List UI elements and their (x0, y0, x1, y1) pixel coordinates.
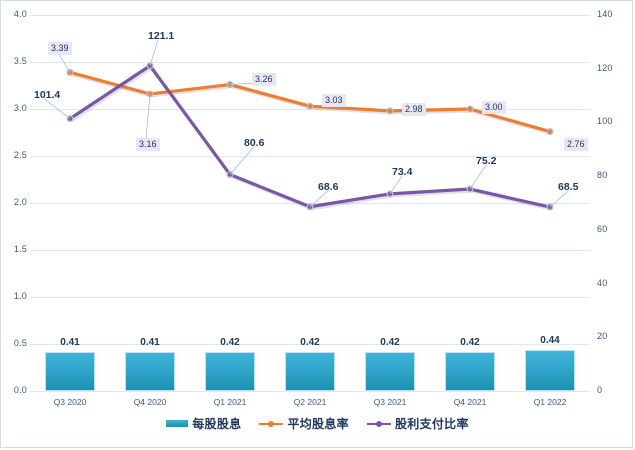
bar[interactable] (445, 351, 495, 391)
gridline (30, 15, 590, 16)
right-axis-tick: 140 (597, 9, 613, 19)
right-axis-tick: 0 (597, 385, 603, 395)
gridline (30, 62, 590, 63)
data-point-marker[interactable] (66, 68, 74, 76)
label-leader-line (549, 190, 569, 208)
gridline (30, 344, 590, 345)
series-value-label: 101.4 (34, 88, 61, 101)
bar[interactable] (205, 351, 255, 391)
legend-label: 每股股息 (192, 417, 242, 431)
chart-legend: 每股股息 平均股息率 股利支付比率 (1, 415, 634, 432)
gridline (30, 391, 590, 392)
series-value-label: 2.76 (564, 137, 588, 151)
left-axis-tick: 4.0 (13, 9, 27, 19)
right-axis-tick: 80 (597, 170, 608, 181)
left-axis-tick: 0.0 (13, 385, 27, 395)
label-leader-line (145, 93, 151, 139)
series-value-label: 3.03 (322, 94, 346, 108)
left-axis-tick: 2.0 (13, 197, 27, 207)
gridline (30, 156, 590, 157)
right-axis-tick: 60 (597, 223, 608, 234)
legend-bar-swatch-icon (166, 420, 189, 427)
left-axis-tick: 2.5 (13, 150, 27, 160)
series-value-label: 3.26 (252, 72, 276, 86)
legend-label: 平均股息率 (287, 417, 349, 431)
series-value-label: 3.39 (48, 42, 72, 56)
series-value-label: 2.98 (402, 102, 426, 116)
series-value-label: 75.2 (476, 155, 497, 168)
left-axis-tick: 1.5 (13, 244, 27, 254)
label-leader-line (57, 52, 71, 73)
right-axis-tick: 120 (597, 62, 613, 73)
bar-value-label: 0.42 (380, 336, 400, 348)
data-point-marker[interactable] (146, 62, 154, 70)
right-axis-tick: 40 (597, 277, 608, 288)
left-axis: 0.0 0.5 1.0 1.5 2.0 2.5 3.0 3.5 4.0 (1, 9, 27, 395)
bar-value-label: 0.41 (60, 337, 80, 349)
series-value-label: 68.5 (558, 181, 579, 194)
legend-label: 股利支付比率 (394, 417, 469, 431)
bar-value-label: 0.41 (140, 337, 160, 349)
series-value-label: 68.6 (318, 180, 339, 193)
category-axis-label: Q4 2021 (453, 397, 487, 407)
label-leader-line (309, 190, 329, 208)
series-value-label: 3.16 (136, 137, 160, 151)
gridline (30, 250, 590, 251)
data-point-marker[interactable] (546, 128, 554, 136)
left-axis-tick: 1.0 (13, 291, 27, 301)
right-axis: 0 20 40 60 80 100 120 140 (597, 9, 631, 395)
category-axis-label: Q2 2021 (293, 397, 327, 407)
left-axis-tick: 3.0 (13, 103, 27, 113)
bar-value-label: 0.44 (540, 334, 560, 346)
data-point-marker[interactable] (466, 105, 474, 113)
gridline (30, 297, 590, 298)
bar[interactable] (45, 352, 95, 391)
label-leader-line (229, 146, 255, 175)
bar-value-label: 0.42 (300, 336, 320, 348)
bar[interactable] (125, 352, 175, 391)
legend-item[interactable]: 平均股息率 (259, 415, 349, 432)
plot-area: 0.41 0.41 0.42 0.42 0.42 0.42 0.44 3.39 3.16 3.2… (30, 15, 590, 392)
category-axis-label: Q4 2020 (133, 397, 167, 407)
category-axis-label: Q1 2021 (213, 397, 247, 407)
label-leader-line (43, 98, 71, 120)
label-leader-line (149, 39, 159, 66)
line-series-layer (43, 39, 569, 211)
category-axis-label: Q1 2022 (533, 397, 567, 407)
bar[interactable] (525, 349, 575, 391)
label-leader-line (389, 175, 403, 195)
right-axis-tick: 100 (597, 116, 613, 127)
bar[interactable] (365, 351, 415, 391)
left-axis-tick: 0.5 (13, 338, 27, 348)
category-axis-label: Q3 2021 (373, 397, 407, 407)
legend-item[interactable]: 每股股息 (166, 415, 241, 432)
category-axis-label: Q3 2020 (53, 397, 87, 407)
label-leader-line (469, 164, 487, 190)
legend-line-marker-icon (366, 419, 391, 428)
line-path[interactable] (68, 64, 552, 209)
legend-line-marker-icon (259, 419, 284, 428)
data-point-marker[interactable] (386, 107, 394, 115)
series-value-label: 73.4 (392, 165, 413, 178)
legend-item[interactable]: 股利支付比率 (366, 415, 469, 432)
series-value-label: 80.6 (244, 136, 265, 149)
data-point-marker[interactable] (306, 102, 314, 110)
line-path[interactable] (68, 70, 552, 134)
series-value-label: 3.00 (482, 101, 506, 114)
bar-value-label: 0.42 (220, 336, 240, 348)
right-axis-tick: 20 (597, 331, 608, 342)
series-value-label: 121.1 (148, 29, 175, 42)
bar[interactable] (285, 351, 335, 391)
left-axis-tick: 3.5 (13, 56, 27, 66)
bar-value-label: 0.42 (460, 336, 480, 348)
